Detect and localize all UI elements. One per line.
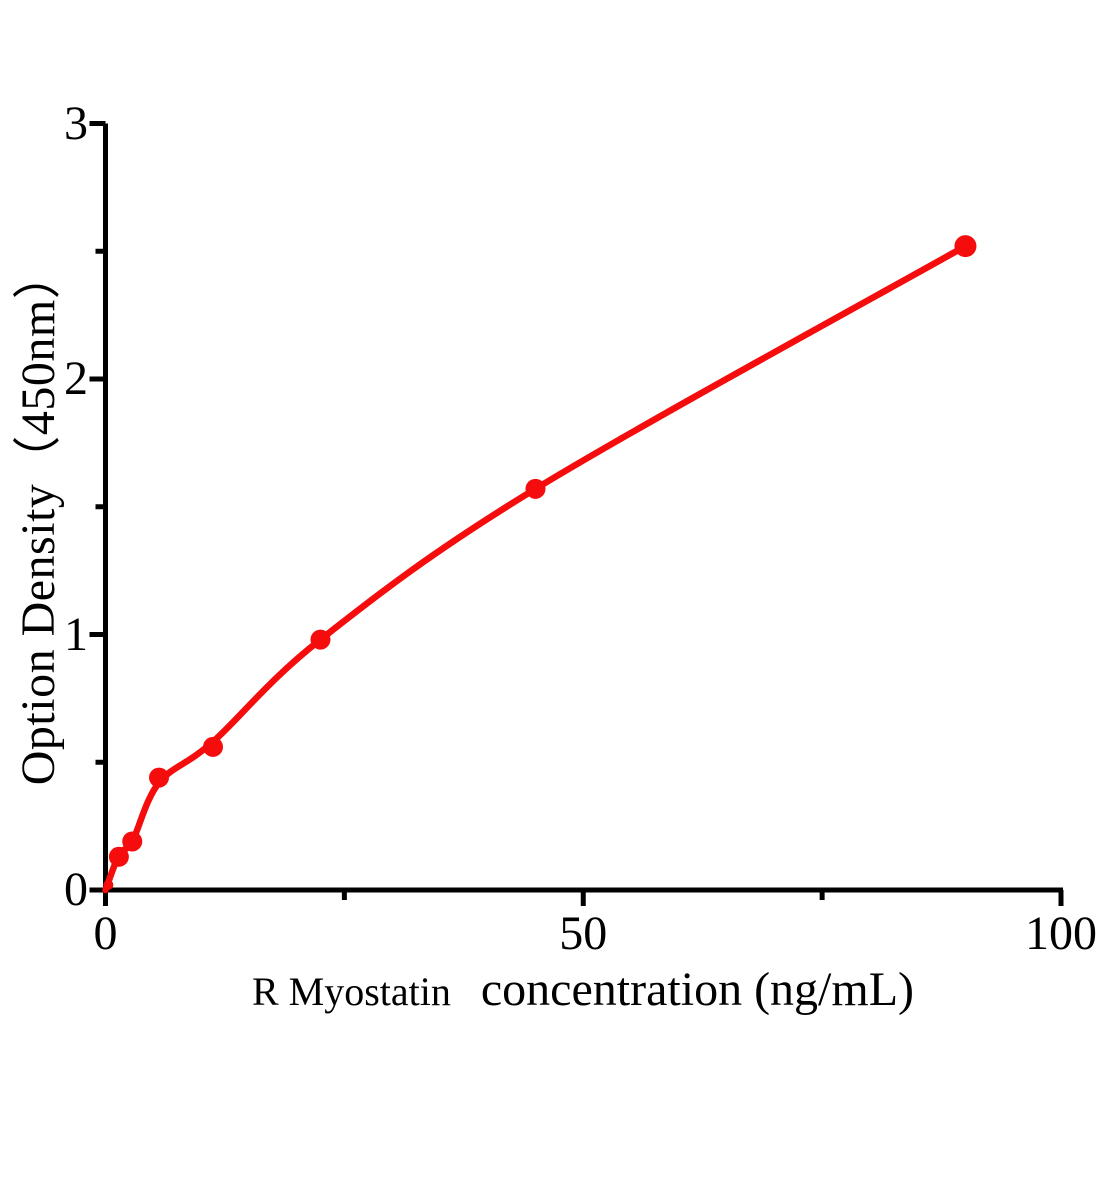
data-point <box>954 235 977 258</box>
y-tick-label: 2 <box>64 352 88 405</box>
data-point <box>149 767 170 788</box>
y-axis-title: Option Density（450nm） <box>12 250 65 786</box>
y-tick-label: 1 <box>64 607 88 661</box>
y-tick-label: 0 <box>64 863 88 916</box>
x-axis-title: R Myostatin concentration (ng/mL) <box>105 962 1061 1017</box>
axis-lines <box>103 123 1063 893</box>
data-point <box>108 846 129 867</box>
data-point <box>310 629 331 650</box>
x-tick-label: 100 <box>1025 907 1097 960</box>
data-point <box>103 879 114 890</box>
y-tick-label: 3 <box>64 96 88 150</box>
x-axis-title-unit: concentration (ng/mL) <box>480 963 915 1016</box>
standard-curve-line <box>102 242 969 894</box>
x-axis-title-analyte: R Myostatin <box>251 969 451 1014</box>
x-tick-label: 50 <box>559 907 608 960</box>
x-tick-label: 0 <box>93 907 118 960</box>
data-point <box>202 736 223 757</box>
data-point <box>525 478 546 499</box>
data-point <box>122 831 143 852</box>
